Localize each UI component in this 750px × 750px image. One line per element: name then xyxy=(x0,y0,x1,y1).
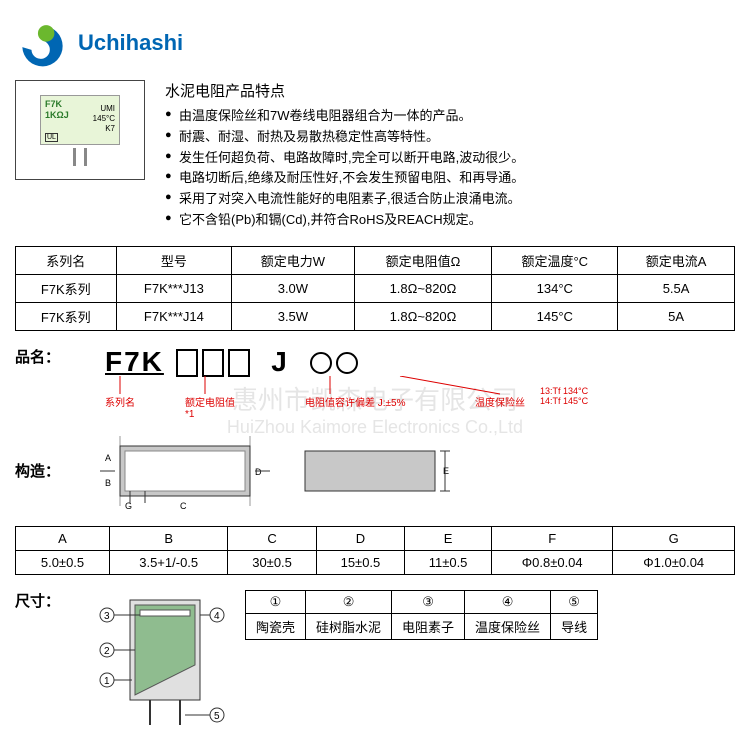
anno-fuse: 温度保险丝 xyxy=(475,394,525,409)
circle-icon xyxy=(336,352,358,374)
brand-name: Uchihashi xyxy=(78,30,183,56)
prod-line1: F7K xyxy=(45,99,62,109)
construction-diagram-2: E xyxy=(295,436,465,506)
spec-table: 系列名 型号 额定电力W 额定电阻值Ω 额定温度°C 额定电流A F7K系列 F… xyxy=(15,246,735,331)
top-section: F7K 1KΩJ UMI 145°C K7 UL 水泥电阻产品特点 由温度保险丝… xyxy=(15,80,735,231)
td: 1.8Ω~820Ω xyxy=(354,302,492,330)
td: ④ xyxy=(465,590,551,613)
td: 5.5A xyxy=(618,274,735,302)
features-title: 水泥电阻产品特点 xyxy=(165,80,735,101)
th: 额定电流A xyxy=(618,246,735,274)
part-diagram: F7K J 系列名 额定电阻值 *1 电阻值容许偏差 J:±5% 温度保险丝 1… xyxy=(105,346,735,416)
box-icon xyxy=(176,349,198,377)
th: C xyxy=(228,526,316,550)
parts-table-wrap: ① ② ③ ④ ⑤ 陶瓷壳 硅树脂水泥 电阻素子 温度保险丝 导线 xyxy=(245,590,598,655)
box-icon xyxy=(202,349,224,377)
td: 硅树脂水泥 xyxy=(306,613,392,639)
td: ③ xyxy=(392,590,465,613)
dim-diagram: 3 2 1 4 5 xyxy=(95,590,225,730)
td: 温度保险丝 xyxy=(465,613,551,639)
td: 5.0±0.5 xyxy=(16,550,110,574)
th: E xyxy=(405,526,492,550)
svg-text:G: G xyxy=(125,501,132,511)
part-mid: J xyxy=(271,346,289,377)
feature-item: 耐震、耐湿、耐热及易散热稳定性高等特性。 xyxy=(165,127,735,148)
feature-item: 电路切断后,绝缘及耐压性好,不会发生预留电阻、和再导通。 xyxy=(165,168,735,189)
product-body: F7K 1KΩJ UMI 145°C K7 UL xyxy=(40,95,120,145)
svg-text:3: 3 xyxy=(104,611,110,622)
feature-item: 发生任何超负荷、电路故障时,完全可以断开电路,波动很少。 xyxy=(165,148,735,169)
prod-line4: 145°C xyxy=(93,114,115,123)
svg-text:A: A xyxy=(105,453,111,463)
dim-section: 尺寸： 3 2 1 4 5 ① ② ③ ④ ⑤ xyxy=(15,590,735,730)
th: A xyxy=(16,526,110,550)
svg-text:2: 2 xyxy=(104,646,110,657)
part-prefix: F7K xyxy=(105,346,164,377)
svg-text:1: 1 xyxy=(104,676,110,687)
anno-tol: 电阻值容许偏差 J:±5% xyxy=(305,394,406,409)
partname-row: 品名： F7K J 系列名 额定电阻值 *1 电阻值容许偏差 J:±5% 温度保… xyxy=(15,346,735,416)
td: 134°C xyxy=(492,274,618,302)
box-icon xyxy=(228,349,250,377)
construction-diagram-1: A B G C D xyxy=(90,431,280,511)
td: 11±0.5 xyxy=(405,550,492,574)
partname-label: 品名： xyxy=(15,346,75,367)
anno-resist: 额定电阻值 *1 xyxy=(185,394,235,420)
td: Φ1.0±0.04 xyxy=(613,550,735,574)
features: 水泥电阻产品特点 由温度保险丝和7W卷线电阻器组合为一体的产品。 耐震、耐湿、耐… xyxy=(165,80,735,231)
svg-text:5: 5 xyxy=(214,711,220,722)
td: 3.5W xyxy=(232,302,354,330)
td: 3.0W xyxy=(232,274,354,302)
td: 5A xyxy=(618,302,735,330)
td: ⑤ xyxy=(551,590,598,613)
svg-text:C: C xyxy=(180,501,187,511)
td: F7K***J14 xyxy=(116,302,232,330)
features-list: 由温度保险丝和7W卷线电阻器组合为一体的产品。 耐震、耐湿、耐热及易散热稳定性高… xyxy=(165,106,735,231)
dim-table: A B C D E F G 5.0±0.5 3.5+1/-0.5 30±0.5 … xyxy=(15,526,735,575)
th: B xyxy=(110,526,228,550)
th: 额定温度°C xyxy=(492,246,618,274)
th: 系列名 xyxy=(16,246,117,274)
svg-text:B: B xyxy=(105,478,111,488)
td: Φ0.8±0.04 xyxy=(491,550,612,574)
td: 1.8Ω~820Ω xyxy=(354,274,492,302)
feature-item: 由温度保险丝和7W卷线电阻器组合为一体的产品。 xyxy=(165,106,735,127)
td: 30±0.5 xyxy=(228,550,316,574)
th: D xyxy=(316,526,404,550)
td: F7K系列 xyxy=(16,302,117,330)
construction-label: 构造： xyxy=(15,460,75,481)
td: 15±0.5 xyxy=(316,550,404,574)
td: F7K系列 xyxy=(16,274,117,302)
svg-text:D: D xyxy=(255,467,262,477)
svg-text:4: 4 xyxy=(214,611,220,622)
td: 导线 xyxy=(551,613,598,639)
feature-item: 它不含铅(Pb)和镉(Cd),并符合RoHS及REACH规定。 xyxy=(165,210,735,231)
th: 型号 xyxy=(116,246,232,274)
product-image: F7K 1KΩJ UMI 145°C K7 UL xyxy=(15,80,145,180)
construction-row: 构造： A B G C D E xyxy=(15,431,735,511)
feature-item: 采用了对突入电流性能好的电阻素子,很适合防止浪涌电流。 xyxy=(165,189,735,210)
dim-label: 尺寸： xyxy=(15,590,75,611)
logo-icon xyxy=(15,15,70,70)
td: 145°C xyxy=(492,302,618,330)
th: G xyxy=(613,526,735,550)
td: 3.5+1/-0.5 xyxy=(110,550,228,574)
th: 额定电力W xyxy=(232,246,354,274)
td: ② xyxy=(306,590,392,613)
circle-icon xyxy=(310,352,332,374)
td: F7K***J13 xyxy=(116,274,232,302)
anno-series: 系列名 xyxy=(105,394,135,409)
svg-text:E: E xyxy=(443,466,449,476)
prod-line2: 1KΩJ xyxy=(45,110,69,120)
prod-line3: UMI xyxy=(100,104,115,113)
td: 陶瓷壳 xyxy=(246,613,306,639)
th: F xyxy=(491,526,612,550)
parts-table: ① ② ③ ④ ⑤ 陶瓷壳 硅树脂水泥 电阻素子 温度保险丝 导线 xyxy=(245,590,598,640)
td: ① xyxy=(246,590,306,613)
td: 电阻素子 xyxy=(392,613,465,639)
th: 额定电阻值Ω xyxy=(354,246,492,274)
prod-line5: K7 xyxy=(105,124,115,133)
logo-row: Uchihashi xyxy=(15,15,735,70)
